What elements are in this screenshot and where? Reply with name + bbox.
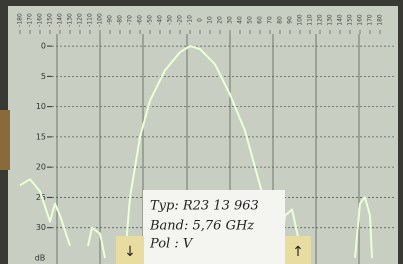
y-tick-label: 30 [36,223,46,232]
x-tick-label: -110 [87,13,94,27]
x-tick-label: 90 [287,16,294,24]
x-tick-label: -60 [137,15,144,25]
x-tick-label: 150 [347,14,354,26]
x-tick-label: 0 [197,18,204,22]
x-tick-label: 180 [377,14,384,26]
y-tick-label: 15 [36,132,46,141]
y-tick-label: 0 [41,42,46,51]
x-tick-label: -130 [67,13,74,27]
y-tick-label: 5 [41,72,46,81]
x-tick-label: 160 [357,14,364,26]
x-tick-label: -160 [37,13,44,27]
x-tick-label: -140 [57,13,64,27]
x-tick-label: -40 [157,15,164,25]
x-tick-label: -30 [167,15,174,25]
x-tick-label: 50 [247,16,254,24]
x-tick-label: 20 [217,16,224,24]
x-tick-label: -100 [97,13,104,27]
x-tick-label: 30 [227,16,234,24]
x-tick-label: 110 [307,14,314,26]
x-tick-label: 170 [367,14,374,26]
marker-down: ↓ [124,244,136,260]
x-tick-label: 120 [317,14,324,26]
x-tick-label: -90 [107,15,114,25]
x-tick-label: -20 [177,15,184,25]
x-tick-label: 80 [277,16,284,24]
x-tick-label: 40 [237,16,244,24]
x-tick-label: -170 [27,13,34,27]
x-tick-label: 140 [337,14,344,26]
axis-unit: dB [35,254,46,263]
note-pol: Pol : V [149,237,194,252]
x-tick-label: -180 [17,13,24,27]
x-tick-label: -50 [147,15,154,25]
note-band: Band: 5,76 GHz [149,219,254,234]
x-tick-label: 100 [297,14,304,26]
frame-edge [0,110,10,170]
x-tick-label: 10 [207,16,214,24]
x-tick-label: 130 [327,14,334,26]
x-tick-label: -120 [77,13,84,27]
x-tick-label: 70 [267,16,274,24]
note-type: Typ: R23 13 963 [150,199,259,214]
x-tick-label: -70 [127,15,134,25]
x-tick-label: 60 [257,16,264,24]
chart: 051015202530-180-170-160-150-140-130-120… [0,0,403,264]
x-tick-label: -10 [187,15,194,25]
y-tick-label: 10 [36,102,46,111]
marker-up: ↑ [292,244,304,260]
y-tick-label: 20 [36,163,46,172]
x-tick-label: -150 [47,13,54,27]
x-tick-label: -80 [117,15,124,25]
